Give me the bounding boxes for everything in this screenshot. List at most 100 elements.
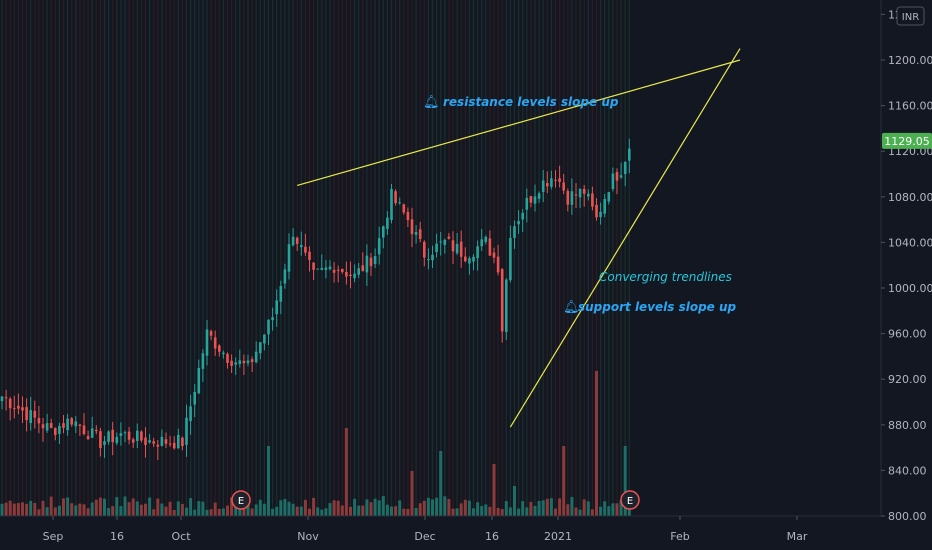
volume-bar [574, 507, 578, 516]
candle-body [349, 274, 352, 277]
candle-body [172, 442, 176, 449]
volume-bar [418, 503, 422, 516]
candle-body [201, 353, 205, 369]
candle-body [95, 429, 98, 432]
volume-bar [611, 503, 615, 516]
candle-body [283, 269, 287, 284]
candle-body [90, 428, 94, 438]
resistance-annotation[interactable]: 🔔︎ resistance levels slope up [423, 95, 619, 110]
volume-bar [103, 498, 106, 516]
trendlines[interactable] [297, 48, 741, 428]
candle-body [74, 421, 78, 427]
candle-body [615, 172, 619, 181]
volume-bar [504, 501, 508, 516]
volume-bar [344, 428, 348, 516]
candle-body [271, 317, 274, 321]
candle-body [66, 418, 69, 431]
candle-body [263, 334, 266, 344]
time-tick-label: Sep [43, 530, 64, 543]
volume-bar [221, 508, 225, 516]
candle-body [369, 257, 373, 267]
volume-bar [537, 501, 541, 516]
volume-bar [578, 509, 582, 516]
candle-body [291, 236, 295, 246]
price-axis[interactable] [881, 0, 932, 550]
candle-body [394, 191, 397, 204]
volume-bar [525, 507, 529, 516]
volume-bar [623, 446, 627, 516]
volume-bar [414, 507, 418, 516]
volume-bar [164, 506, 168, 516]
volume-bar [566, 504, 570, 516]
time-tick-label: Feb [670, 530, 689, 543]
candle-body [148, 440, 151, 443]
volume-bar [29, 500, 33, 516]
candle-body [607, 192, 611, 202]
candle-body [304, 246, 307, 253]
volume-bar [533, 505, 537, 516]
volume-bar [287, 501, 291, 516]
candle-body [345, 271, 348, 277]
candle-body [29, 410, 32, 424]
volume-bar [201, 501, 205, 516]
price-tick-label: 1080.00 [888, 191, 932, 204]
volume-bar [82, 504, 86, 516]
candle-body [131, 439, 135, 443]
converging-label[interactable]: Converging trendlines [599, 270, 732, 284]
candle-body [505, 279, 508, 332]
volume-bar [480, 505, 484, 516]
volume-bar [127, 502, 131, 516]
volume-bar [353, 498, 357, 516]
volume-bar [267, 446, 270, 516]
candle-body [250, 359, 254, 363]
volume-bar [86, 508, 90, 516]
candle-body [328, 266, 332, 270]
candle-body [13, 408, 16, 410]
candle-body [287, 244, 291, 272]
volume-bar [185, 507, 188, 516]
candle-body [177, 434, 180, 449]
volume-bar [463, 499, 467, 516]
volume-bar [590, 509, 594, 516]
candle-body [455, 243, 459, 254]
volume-bar [488, 506, 492, 516]
candle-body [423, 241, 426, 258]
volume-bar [455, 508, 459, 516]
volume-bar [308, 508, 311, 516]
candle-body [21, 407, 24, 411]
candle-body [254, 351, 258, 363]
support-annotation[interactable]: 🔔︎ support levels slope up [563, 300, 737, 315]
candle-body [197, 368, 201, 394]
candle-body [230, 360, 233, 366]
candle-body [566, 190, 570, 205]
time-axis[interactable] [0, 516, 881, 550]
currency-badge[interactable]: INR [896, 6, 925, 26]
volume-bar [8, 500, 12, 516]
candle-body [435, 243, 438, 252]
volume-bar [53, 507, 57, 516]
candle-body [525, 197, 529, 210]
volume-bar [123, 496, 127, 516]
candles[interactable] [0, 138, 631, 461]
candle-body [259, 342, 262, 354]
volume-bar [500, 509, 504, 516]
price-tick-label: 1200.00 [888, 54, 932, 67]
candle-body [628, 148, 631, 161]
volume-bar [599, 506, 603, 516]
candle-body [619, 175, 623, 178]
volume-bar [180, 503, 184, 516]
volume-bar [205, 509, 209, 516]
volume-bar [357, 505, 361, 516]
volume-bar [558, 498, 562, 516]
volume-bar [258, 499, 262, 516]
price-tick-label: 840.00 [888, 464, 927, 477]
volume-bar [299, 506, 303, 516]
time-tick-label: 16 [110, 530, 124, 543]
candle-body [70, 418, 73, 425]
volume-bar [607, 506, 611, 516]
candle-body [476, 246, 479, 259]
volume-bar [139, 504, 143, 516]
candle-body [464, 256, 467, 262]
